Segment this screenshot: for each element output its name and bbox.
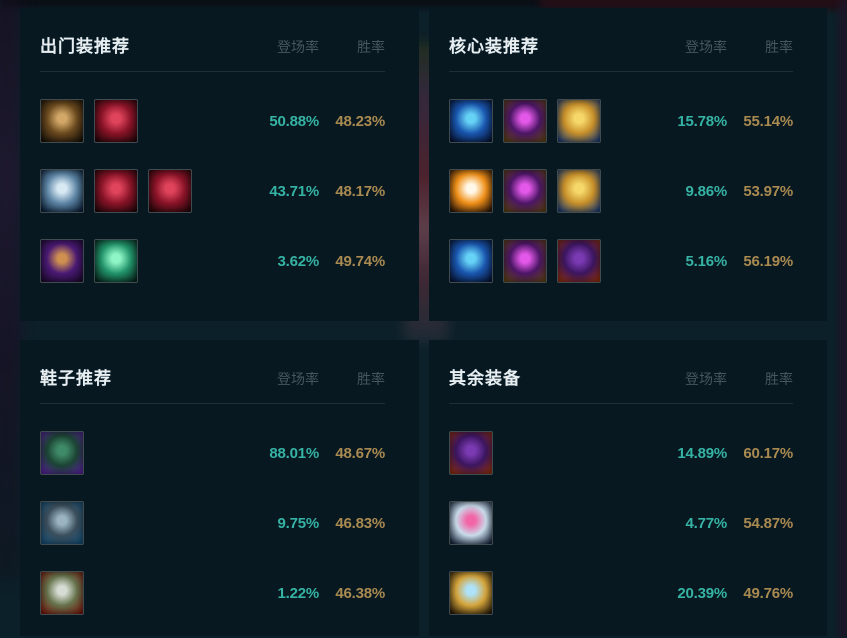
build-row: 5.16% 56.19%	[449, 226, 793, 296]
winrate-value: 48.67%	[335, 444, 385, 462]
winrate-value: 53.97%	[743, 182, 793, 200]
build-row: 4.77% 54.87%	[449, 488, 793, 558]
winrate-value: 48.23%	[335, 112, 385, 130]
pickrate-value: 9.86%	[685, 182, 727, 200]
dorans-shield-icon[interactable]	[40, 99, 84, 143]
panel-starting-items: 出门装推荐 登场率 胜率 50.88% 48.23%	[20, 8, 419, 321]
background-art	[0, 0, 847, 8]
panel-other-items: 其余装备 登场率 胜率 14.89% 60.17%	[429, 340, 827, 636]
build-row: 1.22% 46.38%	[40, 558, 385, 628]
column-headers: 登场率 胜率	[247, 369, 385, 389]
divider	[449, 403, 793, 404]
column-headers: 登场率 胜率	[655, 37, 793, 57]
build-row: 14.89% 60.17%	[449, 418, 793, 488]
build-row: 50.88% 48.23%	[40, 86, 385, 156]
winrate-value: 48.17%	[335, 182, 385, 200]
column-header-pickrate: 登场率	[685, 39, 727, 55]
panel-boots: 鞋子推荐 登场率 胜率 88.01% 48.67%	[20, 340, 419, 636]
column-headers: 登场率 胜率	[655, 369, 793, 389]
column-header-winrate: 胜率	[357, 371, 385, 387]
pickrate-value: 88.01%	[269, 444, 319, 462]
divider	[449, 71, 793, 72]
winrate-value: 55.14%	[743, 112, 793, 130]
winrate-value: 60.17%	[743, 444, 793, 462]
column-header-winrate: 胜率	[357, 39, 385, 55]
column-header-pickrate: 登场率	[277, 371, 319, 387]
rabadons-deathcap-icon[interactable]	[557, 239, 601, 283]
column-header-pickrate: 登场率	[685, 371, 727, 387]
crystal-shard-icon[interactable]	[449, 501, 493, 545]
build-row: 88.01% 48.67%	[40, 418, 385, 488]
shadowflame-icon[interactable]	[503, 99, 547, 143]
build-row: 3.62% 49.74%	[40, 226, 385, 296]
mercury-treads-icon[interactable]	[40, 501, 84, 545]
pickrate-value: 20.39%	[677, 584, 727, 602]
column-header-pickrate: 登场率	[277, 39, 319, 55]
winrate-value: 46.38%	[335, 584, 385, 602]
shadowflame-icon[interactable]	[503, 169, 547, 213]
sorcerers-shoes-icon[interactable]	[40, 431, 84, 475]
pickrate-value: 3.62%	[277, 252, 319, 270]
column-header-winrate: 胜率	[765, 371, 793, 387]
build-row: 20.39% 49.76%	[449, 558, 793, 628]
rabadons-deathcap-icon[interactable]	[449, 431, 493, 475]
winrate-value: 49.74%	[335, 252, 385, 270]
flame-sword-icon[interactable]	[449, 169, 493, 213]
refillable-potion-icon[interactable]	[94, 239, 138, 283]
panel-title: 鞋子推荐	[40, 369, 112, 388]
pickrate-value: 4.77%	[685, 514, 727, 532]
pickrate-value: 1.22%	[277, 584, 319, 602]
shadowflame-icon[interactable]	[503, 239, 547, 283]
background-art	[838, 0, 847, 638]
panel-core-items: 核心装推荐 登场率 胜率 15.78% 55.14%	[429, 8, 827, 321]
zhonyas-hourglass-icon[interactable]	[557, 169, 601, 213]
divider	[40, 403, 385, 404]
background-art	[0, 0, 22, 580]
health-potion-icon[interactable]	[94, 169, 138, 213]
health-potion-icon[interactable]	[94, 99, 138, 143]
build-row: 9.86% 53.97%	[449, 156, 793, 226]
build-row: 43.71% 48.17%	[40, 156, 385, 226]
panel-title: 出门装推荐	[40, 37, 130, 56]
column-headers: 登场率 胜率	[247, 37, 385, 57]
golden-relic-icon[interactable]	[449, 571, 493, 615]
dark-seal-icon[interactable]	[40, 239, 84, 283]
pickrate-value: 5.16%	[685, 252, 727, 270]
winrate-value: 56.19%	[743, 252, 793, 270]
winrate-value: 54.87%	[743, 514, 793, 532]
pickrate-value: 9.75%	[277, 514, 319, 532]
pickrate-value: 15.78%	[677, 112, 727, 130]
divider	[40, 71, 385, 72]
dorans-ring-icon[interactable]	[40, 169, 84, 213]
pickrate-value: 50.88%	[269, 112, 319, 130]
pickrate-value: 43.71%	[269, 182, 319, 200]
blackfire-torch-icon[interactable]	[449, 239, 493, 283]
build-row: 9.75% 46.83%	[40, 488, 385, 558]
column-header-winrate: 胜率	[765, 39, 793, 55]
pickrate-value: 14.89%	[677, 444, 727, 462]
panel-title: 其余装备	[449, 369, 521, 388]
winrate-value: 46.83%	[335, 514, 385, 532]
panel-title: 核心装推荐	[449, 37, 539, 56]
zhonyas-hourglass-icon[interactable]	[557, 99, 601, 143]
health-potion-icon[interactable]	[148, 169, 192, 213]
blackfire-torch-icon[interactable]	[449, 99, 493, 143]
plated-boots-icon[interactable]	[40, 571, 84, 615]
winrate-value: 49.76%	[743, 584, 793, 602]
build-row: 15.78% 55.14%	[449, 86, 793, 156]
